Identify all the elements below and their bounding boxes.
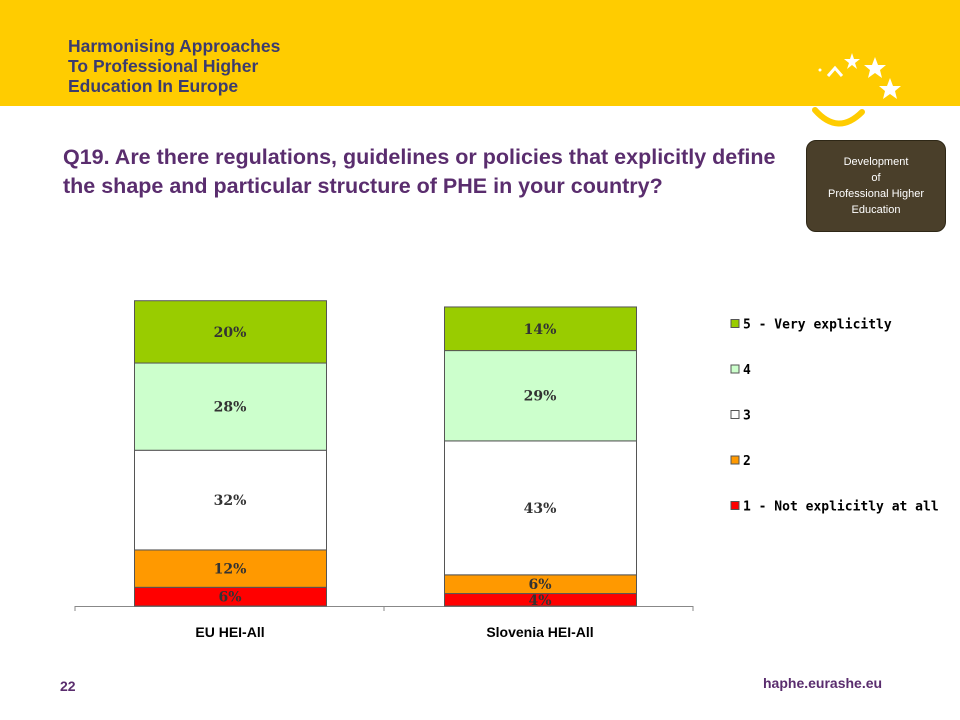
bar-segment: [134, 362, 327, 451]
project-title-line: Harmonising Approaches: [68, 36, 281, 56]
badge-line: Professional Higher: [828, 188, 924, 200]
logo-star-large: [879, 78, 901, 99]
data-label: 28%: [214, 400, 247, 416]
logo-caret: [826, 65, 844, 77]
badge-line: of: [871, 172, 881, 184]
eurashe-stars-logo: [812, 53, 901, 127]
project-title-line: To Professional Higher: [68, 56, 259, 76]
header-banner: Harmonising Approaches To Professional H…: [0, 0, 960, 106]
data-label: 20%: [214, 325, 247, 341]
logo-star-medium: [864, 57, 886, 78]
logo-smile-arc: [812, 107, 865, 127]
data-label: 32%: [214, 493, 247, 509]
page-number: 22: [60, 678, 76, 694]
bar-segment: [134, 300, 327, 364]
data-label: 14%: [524, 322, 557, 338]
badge-line: Development: [843, 156, 909, 168]
legend-label: 2: [743, 454, 751, 469]
legend-label: 3: [743, 409, 751, 424]
badge-line: Education: [851, 204, 901, 216]
legend-label: 5 - Very explicitly: [743, 318, 892, 333]
legend-swatch: [730, 410, 740, 419]
project-title: Harmonising Approaches To Professional H…: [68, 36, 398, 96]
data-label: 12%: [214, 562, 247, 578]
data-label: 29%: [524, 389, 557, 405]
bar-segment: [444, 306, 637, 352]
legend-label: 1 - Not explicitly at all: [743, 500, 939, 515]
site-url[interactable]: haphe.eurashe.eu: [763, 675, 883, 691]
legend-label: 4: [743, 363, 751, 378]
question-title: Q19. Are there regulations, guidelines o…: [63, 145, 776, 198]
category-label: EU HEI-All: [195, 624, 264, 640]
legend-swatch: [730, 319, 740, 328]
legend-swatch: [730, 501, 740, 510]
data-label: 6%: [528, 577, 551, 593]
data-label: 43%: [524, 501, 557, 517]
bar-segment: [134, 549, 327, 588]
logo-star-small: [844, 53, 860, 69]
data-label: 4%: [528, 593, 551, 609]
bar-segment: [444, 440, 637, 576]
legend-swatch: [730, 364, 740, 374]
logo-dot: [818, 68, 822, 72]
category-label: Slovenia HEI-All: [486, 624, 593, 640]
section-badge: Development of Professional Higher Educa…: [806, 140, 946, 232]
data-label: 6%: [218, 590, 241, 606]
legend-swatch: [730, 455, 740, 465]
project-title-line: Education In Europe: [68, 76, 239, 96]
